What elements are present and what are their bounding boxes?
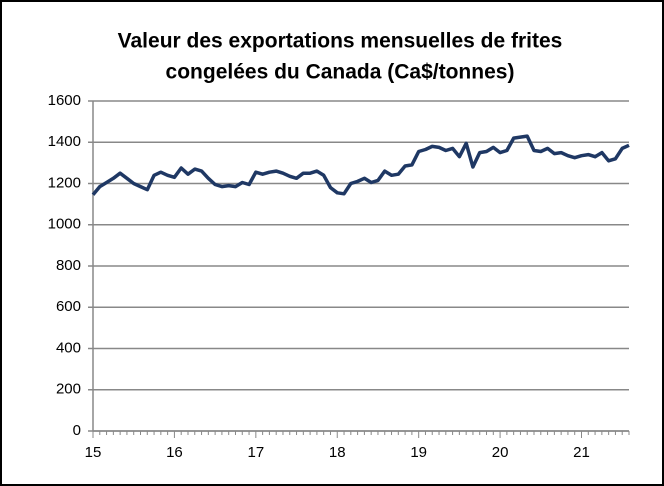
- chart-title: congelées du Canada (Ca$/tonnes): [166, 61, 515, 84]
- y-tick-label: 1200: [48, 174, 81, 191]
- x-tick-label: 17: [247, 444, 264, 461]
- y-tick-label: 800: [56, 257, 81, 274]
- x-tick-label: 15: [85, 444, 102, 461]
- x-tick-label: 20: [492, 444, 509, 461]
- y-tick-label: 200: [56, 381, 81, 398]
- y-tick-label: 0: [73, 422, 81, 439]
- x-tick-label: 18: [329, 444, 346, 461]
- y-tick-label: 1000: [48, 216, 81, 233]
- y-tick-label: 400: [56, 339, 81, 356]
- data-line: [91, 134, 630, 196]
- x-tick-label: 19: [410, 444, 427, 461]
- chart-title: Valeur des exportations mensuelles de fr…: [118, 30, 563, 53]
- y-tick-label: 600: [56, 298, 81, 315]
- x-tick-label: 16: [166, 444, 183, 461]
- y-tick-label: 1400: [48, 133, 81, 150]
- x-tick-label: 21: [573, 444, 590, 461]
- y-tick-label: 1600: [48, 92, 81, 109]
